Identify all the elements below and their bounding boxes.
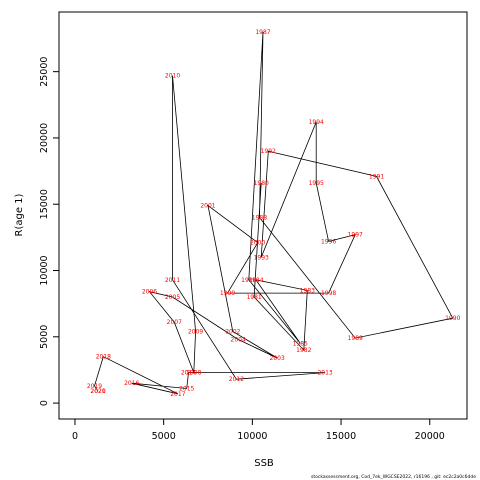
year-label-2012: 2012 xyxy=(229,376,244,383)
y-tick-label: 20000 xyxy=(39,123,50,153)
y-axis: 0 5000 10000 15000 20000 25000 xyxy=(39,57,59,406)
year-label-2015: 2015 xyxy=(179,386,194,393)
year-label-2003: 2003 xyxy=(270,355,285,362)
year-label-1998: 1998 xyxy=(321,290,336,297)
year-label-1993: 1993 xyxy=(254,254,269,261)
footer-note: stockassessment.org, Cod_7ek_WGCSE2022, … xyxy=(311,474,476,480)
year-label-1997: 1997 xyxy=(348,232,363,239)
y-tick-label: 0 xyxy=(39,400,50,406)
year-label-1995: 1995 xyxy=(309,180,324,187)
x-axis: 0 5000 10000 15000 20000 xyxy=(72,419,445,442)
year-label-1988: 1988 xyxy=(252,214,267,221)
year-label-1985: 1985 xyxy=(293,340,308,347)
recruitment-path xyxy=(94,31,454,395)
year-label-1999: 1999 xyxy=(220,290,235,297)
point-labels: 1980 1981 1982 1983 1984 1985 1986 1987 1988 1989… xyxy=(87,29,461,398)
year-label-1996: 1996 xyxy=(321,238,336,245)
x-axis-title: SSB xyxy=(254,458,274,469)
y-tick-label: 10000 xyxy=(39,255,50,285)
year-label-1989: 1989 xyxy=(348,335,363,342)
year-label-2004: 2004 xyxy=(231,336,246,343)
year-label-1992: 1992 xyxy=(261,148,276,155)
x-tick-label: 20000 xyxy=(415,431,445,442)
year-label-2017: 2017 xyxy=(170,391,185,398)
x-tick-label: 15000 xyxy=(326,431,356,442)
year-label-1982: 1982 xyxy=(296,347,311,354)
y-tick-label: 25000 xyxy=(39,57,50,87)
plot-frame xyxy=(58,11,468,420)
year-label-2001: 2001 xyxy=(200,203,215,210)
year-label-1994: 1994 xyxy=(309,119,324,126)
year-label-2002: 2002 xyxy=(225,329,240,336)
year-label-1987: 1987 xyxy=(255,29,270,36)
x-tick-label: 0 xyxy=(72,431,78,442)
year-label-1984: 1984 xyxy=(248,277,263,284)
year-label-2019: 2019 xyxy=(87,383,102,390)
year-label-2006: 2006 xyxy=(142,289,157,296)
year-label-2014: 2014 xyxy=(181,370,196,377)
year-label-2016: 2016 xyxy=(124,380,139,387)
year-label-1990: 1990 xyxy=(445,315,460,322)
series-line xyxy=(94,31,454,395)
year-label-1980: 1980 xyxy=(254,180,269,187)
year-label-2008: 2008 xyxy=(186,370,201,377)
year-label-2000: 2000 xyxy=(250,240,265,247)
year-label-1981: 1981 xyxy=(246,294,261,301)
year-label-2005: 2005 xyxy=(165,294,180,301)
year-label-1991: 1991 xyxy=(369,173,384,180)
year-label-1986: 1986 xyxy=(241,277,256,284)
year-label-2007: 2007 xyxy=(167,319,182,326)
year-label-2021: 2021 xyxy=(90,388,105,395)
year-label-2011: 2011 xyxy=(165,277,180,284)
year-label-2009: 2009 xyxy=(188,329,203,336)
x-tick-label: 5000 xyxy=(152,431,176,442)
year-label-2020: 2020 xyxy=(90,388,105,395)
x-tick-label: 10000 xyxy=(237,431,267,442)
y-axis-title: R(age 1) xyxy=(14,193,25,236)
year-label-2018: 2018 xyxy=(96,354,111,361)
y-tick-label: 15000 xyxy=(39,189,50,219)
y-tick-label: 5000 xyxy=(39,325,50,349)
year-label-2013: 2013 xyxy=(317,370,332,377)
year-label-1983: 1983 xyxy=(300,287,315,294)
year-label-2010: 2010 xyxy=(165,73,180,80)
